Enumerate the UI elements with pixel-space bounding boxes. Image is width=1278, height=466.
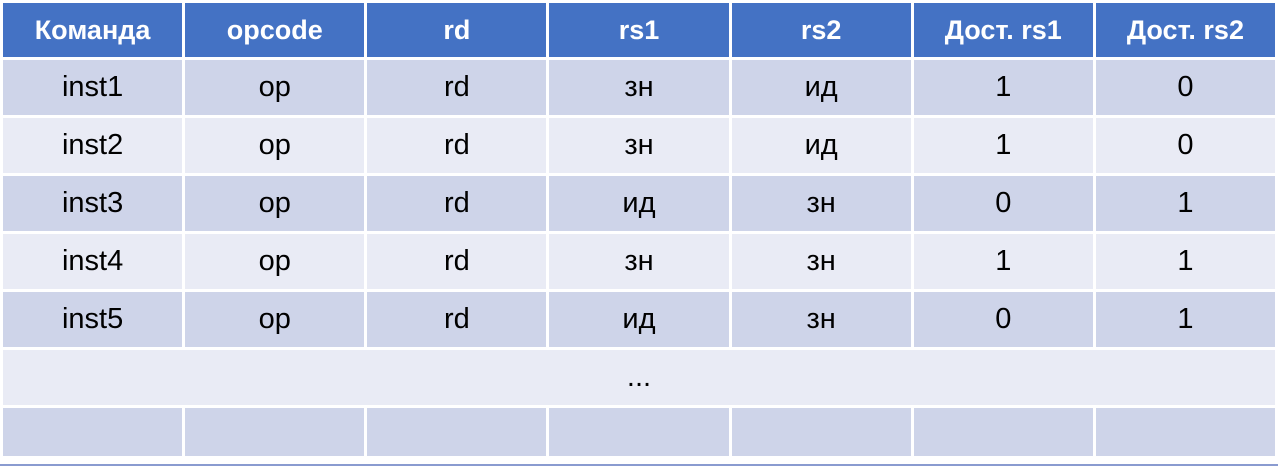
column-header-rs1: rs1 (549, 3, 729, 57)
avail-rs1-cell: 1 (913, 60, 1093, 115)
rs1-cell: зн (549, 118, 729, 173)
rs2-cell: ид (731, 118, 911, 173)
column-header-avail-rs1: Дост. rs1 (913, 3, 1093, 57)
opcode-cell: op (185, 234, 365, 289)
opcode-cell: op (185, 292, 365, 347)
rs1-cell: зн (549, 234, 729, 289)
opcode-cell: op (185, 60, 365, 115)
table-row-inst3: inst3 op rd ид зн 0 1 (3, 176, 1275, 231)
avail-rs2-cell: 1 (1095, 292, 1275, 347)
avail-rs1-cell: 1 (913, 234, 1093, 289)
table-row-inst4: inst4 op rd зн зн 1 1 (3, 234, 1275, 289)
table-body: inst1 op rd зн ид 1 0 inst2 op rd зн ид … (3, 60, 1275, 456)
instruction-name-cell: inst4 (3, 234, 183, 289)
empty-cell (1095, 408, 1275, 456)
empty-cell (731, 408, 911, 456)
rs2-cell: зн (731, 292, 911, 347)
avail-rs2-cell: 1 (1095, 176, 1275, 231)
empty-cell (913, 408, 1093, 456)
column-header-avail-rs2: Дост. rs2 (1095, 3, 1275, 57)
empty-row (3, 408, 1275, 456)
table-row-inst5: inst5 op rd ид зн 0 1 (3, 292, 1275, 347)
opcode-cell: op (185, 118, 365, 173)
bottom-edge-strip (0, 464, 1278, 466)
ellipsis-row: ... (3, 350, 1275, 405)
rd-cell: rd (367, 60, 547, 115)
empty-cell (185, 408, 365, 456)
table-row-inst2: inst2 op rd зн ид 1 0 (3, 118, 1275, 173)
avail-rs2-cell: 1 (1095, 234, 1275, 289)
table-header: Команда opcode rd rs1 rs2 Дост. rs1 Дост… (3, 3, 1275, 57)
rd-cell: rd (367, 292, 547, 347)
column-header-rd: rd (367, 3, 547, 57)
instruction-name-cell: inst3 (3, 176, 183, 231)
rd-cell: rd (367, 176, 547, 231)
empty-cell (367, 408, 547, 456)
rs2-cell: зн (731, 234, 911, 289)
avail-rs2-cell: 0 (1095, 60, 1275, 115)
rs1-cell: зн (549, 60, 729, 115)
rs2-cell: зн (731, 176, 911, 231)
ellipsis-cell: ... (3, 350, 1275, 405)
instruction-name-cell: inst2 (3, 118, 183, 173)
empty-cell (3, 408, 183, 456)
column-header-opcode: opcode (185, 3, 365, 57)
header-row: Команда opcode rd rs1 rs2 Дост. rs1 Дост… (3, 3, 1275, 57)
rd-cell: rd (367, 234, 547, 289)
table-row-inst1: inst1 op rd зн ид 1 0 (3, 60, 1275, 115)
column-header-command: Команда (3, 3, 183, 57)
opcode-cell: op (185, 176, 365, 231)
avail-rs1-cell: 0 (913, 292, 1093, 347)
instruction-name-cell: inst1 (3, 60, 183, 115)
avail-rs2-cell: 0 (1095, 118, 1275, 173)
instruction-name-cell: inst5 (3, 292, 183, 347)
rd-cell: rd (367, 118, 547, 173)
rs1-cell: ид (549, 292, 729, 347)
avail-rs1-cell: 1 (913, 118, 1093, 173)
rs1-cell: ид (549, 176, 729, 231)
avail-rs1-cell: 0 (913, 176, 1093, 231)
empty-cell (549, 408, 729, 456)
column-header-rs2: rs2 (731, 3, 911, 57)
rs2-cell: ид (731, 60, 911, 115)
